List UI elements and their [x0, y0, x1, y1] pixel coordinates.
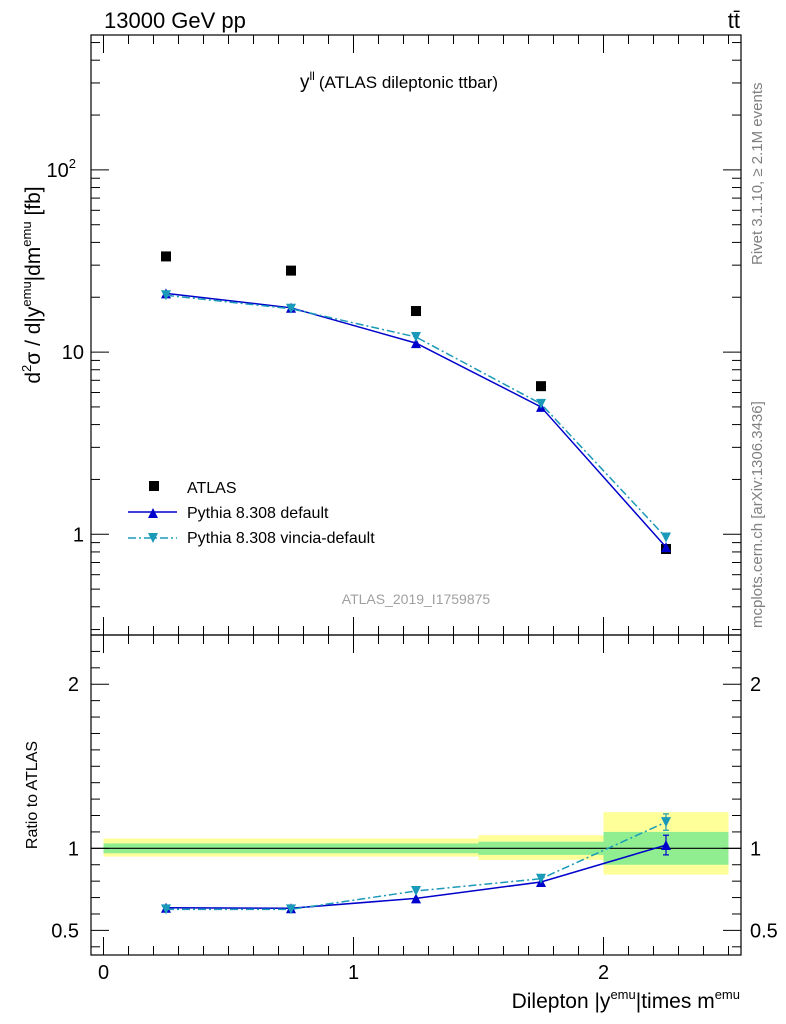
title-rest: (ATLAS dileptonic ttbar)	[319, 73, 498, 92]
ratio-vincia-default-point	[286, 904, 296, 915]
atlas-data-point	[411, 306, 421, 317]
legend-label-vincia-default: Pythia 8.308 vincia-default	[187, 530, 375, 547]
ratio-panel: 0.5 0.5 1 1 2 2 0 1 2 Ratio to ATLAS Dilepton |y…	[24, 634, 778, 1013]
ratio-pythia-default-point	[411, 893, 421, 904]
main-y-tick-label-exponent: 2	[69, 156, 76, 171]
atlas-data-point	[161, 251, 171, 262]
ylabel-c-sup: emu	[19, 221, 34, 246]
pythia-default-point	[661, 542, 671, 553]
vincia-default-point	[286, 303, 296, 314]
ratio-x-tick-label: 2	[598, 962, 609, 984]
ratio-y-tick-label-right: 0.5	[750, 920, 778, 942]
ratio-pythia-default-point	[661, 840, 671, 851]
ratio-x-tick-label: 1	[348, 962, 359, 984]
legend-label-pythia-default: Pythia 8.308 default	[187, 505, 329, 522]
main-y-tick-label: 10	[62, 342, 84, 364]
main-y-tick-label-base: 10	[62, 342, 84, 364]
pythia-default-point	[411, 338, 421, 349]
ratio-y-axis-label: Ratio to ATLAS	[24, 741, 41, 849]
analysis-id-label: ATLAS_2019_I1759875	[342, 591, 491, 607]
ratio-x-axis-label: Dilepton |yemu|times memu	[512, 987, 740, 1013]
xlabel-a: Dilepton |y	[512, 990, 611, 1013]
ylabel-a-sup: 2	[19, 365, 34, 372]
vincia-default-point	[411, 331, 421, 342]
ratio-axis-ticks: 0.5 0.5 1 1 2 2 0 1 2	[51, 634, 778, 984]
title-sup: ll	[310, 69, 315, 83]
ratio-y-tick-label-left: 2	[68, 674, 79, 696]
vincia-default-point	[661, 532, 671, 543]
ylabel-d: [fb]	[22, 186, 45, 221]
main-series	[161, 251, 671, 555]
xlabel-b-sup: emu	[715, 987, 740, 1002]
ratio-y-tick-label-right: 1	[750, 838, 761, 860]
vincia-default-point	[161, 290, 171, 301]
ratio-series	[161, 813, 671, 915]
header-right-label: tt̄	[728, 8, 740, 33]
ratio-y-tick-label-left: 0.5	[51, 920, 79, 942]
main-title: yll (ATLAS dileptonic ttbar)	[300, 69, 498, 93]
main-y-tick-label: 102	[47, 156, 76, 182]
ratio-plot-frame	[90, 634, 742, 956]
vincia-default-line	[165, 294, 667, 539]
ratio-vincia-default-point	[411, 886, 421, 896]
mcplots-label: mcplots.cern.ch [arXiv:1306.3436]	[749, 401, 766, 628]
legend-marker-pythia-default	[148, 508, 158, 518]
ratio-vincia-default-point	[661, 817, 671, 828]
xlabel-b: |times m	[636, 990, 715, 1013]
main-y-tick-label-base: 1	[73, 524, 84, 546]
ratio-vincia-default-point	[536, 873, 546, 884]
main-y-tick-label: 1	[73, 524, 84, 546]
legend-marker-vincia-default	[148, 533, 158, 543]
ylabel-c: |dm	[22, 247, 45, 282]
ratio-y-tick-label-right: 2	[750, 674, 761, 696]
header-left-label: 13000 GeV pp	[104, 8, 246, 33]
ylabel-a: d	[22, 372, 45, 384]
atlas-data-point	[286, 265, 296, 276]
atlas-data-point	[536, 381, 546, 392]
ratio-uncertainty-bands	[103, 812, 729, 875]
xlabel-a-sup: emu	[610, 987, 635, 1002]
title-main: y	[300, 72, 310, 93]
ratio-y-tick-label-left: 1	[68, 838, 79, 860]
ratio-x-tick-label: 0	[98, 962, 109, 984]
ratio-vincia-default-point	[161, 904, 171, 915]
legend: ATLAS Pythia 8.308 default Pythia 8.308 …	[128, 480, 375, 547]
legend-label-atlas: ATLAS	[187, 480, 237, 497]
rivet-label: Rivet 3.1.10, ≥ 2.1M events	[749, 83, 766, 266]
main-y-axis-label: d2σ / d|yemu|dmemu [fb]	[19, 186, 45, 383]
ylabel-b-sup: emu	[19, 281, 34, 306]
legend-marker-atlas	[149, 481, 159, 491]
vincia-default-point	[536, 398, 546, 409]
ylabel-b: σ / d|y	[22, 306, 45, 365]
main-y-tick-label-base: 10	[47, 160, 69, 182]
